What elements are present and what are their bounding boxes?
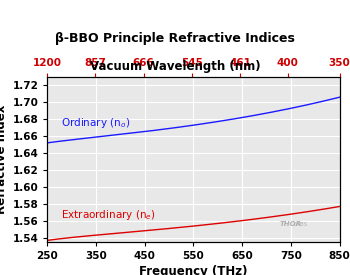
Y-axis label: Refractive Index: Refractive Index xyxy=(0,105,8,214)
Text: THOR: THOR xyxy=(280,221,302,227)
X-axis label: Frequency (THz): Frequency (THz) xyxy=(139,265,248,275)
Text: β-BBO Principle Refractive Indices: β-BBO Principle Refractive Indices xyxy=(55,32,295,45)
Text: Extraordinary (n$_e$): Extraordinary (n$_e$) xyxy=(61,208,156,222)
Text: LABS: LABS xyxy=(294,221,308,227)
Text: Ordinary (n$_o$): Ordinary (n$_o$) xyxy=(61,116,130,130)
Text: Vacuum Wavelength (nm): Vacuum Wavelength (nm) xyxy=(90,60,260,73)
